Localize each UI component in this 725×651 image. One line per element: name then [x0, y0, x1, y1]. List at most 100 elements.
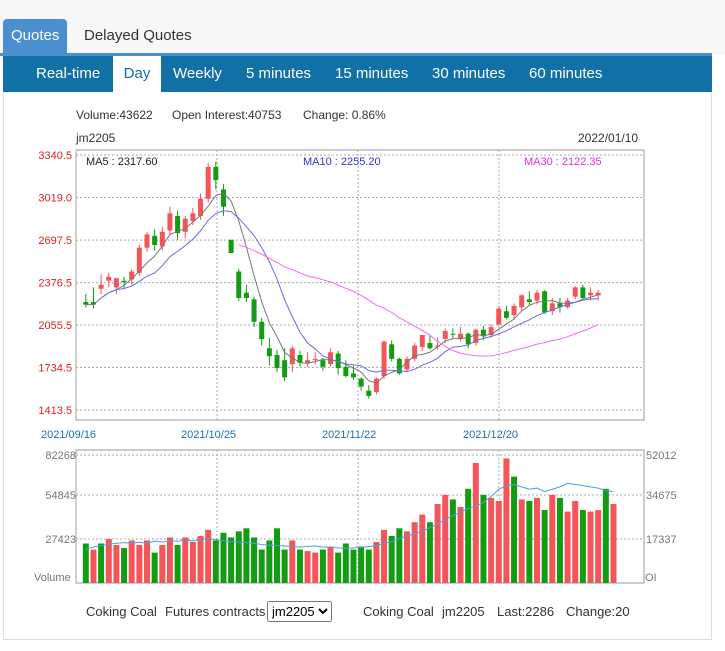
oi-axis-label: OI — [645, 572, 657, 584]
candle-body — [190, 213, 196, 222]
candle-body — [488, 327, 494, 336]
period-60min[interactable]: 60 minutes — [529, 65, 603, 82]
candle-body — [205, 166, 211, 199]
volume-bar — [105, 538, 112, 583]
candle-body — [358, 378, 364, 387]
candle-body — [297, 354, 303, 363]
volume-bar — [136, 545, 143, 583]
price-tick-label: 1734.5 — [38, 363, 72, 375]
candle-body — [98, 284, 104, 289]
volume-stat: Volume:43622 — [76, 108, 153, 122]
volume-bar — [205, 529, 212, 583]
volume-bar — [304, 551, 311, 583]
period-realtime[interactable]: Real-time — [36, 65, 101, 82]
ma5-label: MA5 : 2317.60 — [86, 156, 158, 168]
volume-bar — [602, 488, 609, 583]
price-tick-label: 2055.5 — [38, 320, 72, 332]
volume-bar — [442, 494, 449, 583]
candle-body — [343, 366, 349, 377]
volume-bar — [556, 497, 563, 583]
open-interest-stat: Open Interest:40753 — [172, 108, 282, 122]
candle-body — [251, 299, 257, 322]
quote-product: Coking Coal — [363, 604, 434, 619]
candle-body — [320, 360, 326, 367]
candle-body — [450, 333, 456, 335]
volume-bar — [121, 548, 128, 583]
contracts-label: Futures contracts — [165, 604, 266, 619]
volume-bar — [488, 497, 495, 583]
candle-body — [220, 189, 226, 207]
period-5min[interactable]: 5 minutes — [246, 65, 312, 82]
candle-body — [465, 333, 471, 345]
candle-body — [228, 239, 234, 253]
candle-body — [282, 360, 288, 378]
candle-body — [121, 280, 127, 283]
candle-body — [572, 287, 578, 297]
volume-bar — [296, 549, 303, 583]
change-stat: Change: 0.86% — [303, 108, 386, 122]
period-day[interactable]: Day — [113, 56, 161, 92]
open-interest-line — [85, 482, 614, 550]
candle-body — [496, 308, 502, 325]
period-30min[interactable]: 30 minutes — [432, 65, 506, 82]
tab-underline — [0, 53, 712, 56]
candle-body — [175, 215, 181, 234]
volume-bar — [358, 546, 365, 583]
candle-body — [427, 342, 433, 349]
quote-change: Change:20 — [566, 604, 630, 619]
candle-body — [404, 358, 410, 370]
volume-bar — [281, 549, 288, 583]
price-tick-label: 2697.5 — [38, 235, 72, 247]
candle-body — [503, 311, 509, 318]
volume-bar — [212, 540, 219, 583]
volume-bar — [182, 537, 189, 583]
tab-quotes[interactable]: Quotes — [3, 19, 68, 55]
candle-body — [129, 271, 135, 280]
candle-body — [182, 218, 188, 232]
volume-bar — [419, 514, 426, 583]
candle-body — [473, 329, 479, 343]
contract-select[interactable]: jm2205 — [267, 601, 332, 622]
volume-bar — [426, 522, 433, 583]
volume-bar — [434, 503, 441, 583]
period-weekly[interactable]: Weekly — [173, 65, 222, 82]
tab-delayed-quotes[interactable]: Delayed Quotes — [84, 27, 192, 44]
volume-tick-label: 82268 — [45, 450, 76, 462]
volume-bar — [189, 541, 196, 583]
candle-body — [305, 360, 311, 363]
price-frame — [75, 149, 645, 421]
chart-panel — [3, 92, 712, 640]
candle-body — [580, 287, 586, 298]
volume-bar — [541, 510, 548, 583]
candle-body — [542, 291, 548, 313]
period-nav: Real-time Day Weekly 5 minutes 15 minute… — [3, 56, 712, 92]
candle-body — [144, 234, 150, 248]
volume-bar — [411, 522, 418, 583]
volume-tick-label: 54845 — [45, 490, 76, 502]
candle-body — [83, 301, 89, 305]
volume-bar — [220, 532, 227, 583]
candle-body — [159, 231, 165, 247]
candle-body — [106, 276, 112, 281]
volume-bar — [549, 494, 556, 583]
period-15min[interactable]: 15 minutes — [335, 65, 409, 82]
candle-body — [213, 166, 219, 181]
volume-axis-label: Volume — [34, 572, 71, 584]
volume-tick-label: 27423 — [45, 534, 76, 546]
candle-body — [243, 292, 249, 298]
candle-body — [526, 299, 532, 302]
candle-body — [350, 373, 356, 378]
volume-bar — [365, 549, 372, 583]
candle-body — [236, 271, 242, 298]
volume-bar — [228, 537, 235, 583]
volume-bar — [465, 488, 472, 583]
volume-bar — [289, 540, 296, 583]
volume-bar — [350, 549, 357, 583]
volume-bar — [472, 462, 479, 583]
ma30-line — [238, 244, 599, 357]
candle-body — [312, 358, 318, 361]
chart-date: 2022/01/10 — [578, 131, 639, 145]
ma10-label: MA10 : 2255.20 — [303, 156, 381, 168]
volume-bar — [595, 510, 602, 583]
